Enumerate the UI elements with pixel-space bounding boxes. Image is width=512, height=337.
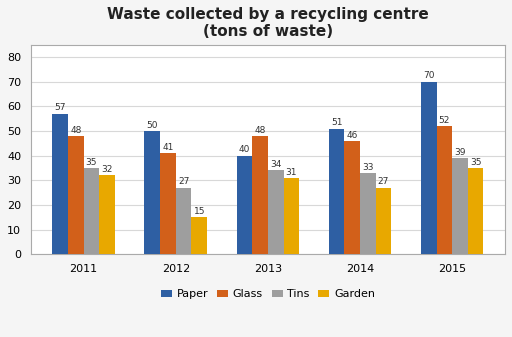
Text: 32: 32	[101, 165, 113, 174]
Bar	[83, 168, 99, 254]
Bar	[345, 141, 360, 254]
Bar	[452, 158, 468, 254]
Text: 41: 41	[162, 143, 174, 152]
Text: 48: 48	[70, 126, 81, 135]
Bar	[360, 173, 376, 254]
Bar	[284, 178, 299, 254]
Bar	[421, 82, 437, 254]
Text: 46: 46	[347, 131, 358, 140]
Bar	[268, 171, 284, 254]
Bar	[191, 217, 207, 254]
Title: Waste collected by a recycling centre
(tons of waste): Waste collected by a recycling centre (t…	[107, 7, 429, 39]
Bar	[176, 188, 191, 254]
Bar	[252, 136, 268, 254]
Bar	[52, 114, 68, 254]
Bar	[376, 188, 391, 254]
Text: 35: 35	[470, 158, 481, 167]
Text: 50: 50	[146, 121, 158, 130]
Text: 48: 48	[254, 126, 266, 135]
Legend: Paper, Glass, Tins, Garden: Paper, Glass, Tins, Garden	[157, 285, 379, 304]
Text: 33: 33	[362, 163, 374, 172]
Text: 51: 51	[331, 118, 343, 127]
Text: 40: 40	[239, 145, 250, 154]
Bar	[144, 131, 160, 254]
Bar	[437, 126, 452, 254]
Text: 35: 35	[86, 158, 97, 167]
Text: 39: 39	[454, 148, 466, 157]
Text: 27: 27	[378, 178, 389, 186]
Text: 34: 34	[270, 160, 282, 169]
Text: 52: 52	[439, 116, 450, 125]
Text: 31: 31	[286, 167, 297, 177]
Text: 57: 57	[54, 103, 66, 113]
Text: 15: 15	[194, 207, 205, 216]
Text: 27: 27	[178, 178, 189, 186]
Bar	[68, 136, 83, 254]
Bar	[468, 168, 483, 254]
Bar	[237, 156, 252, 254]
Bar	[99, 175, 115, 254]
Bar	[329, 128, 345, 254]
Text: 70: 70	[423, 71, 435, 81]
Bar	[160, 153, 176, 254]
